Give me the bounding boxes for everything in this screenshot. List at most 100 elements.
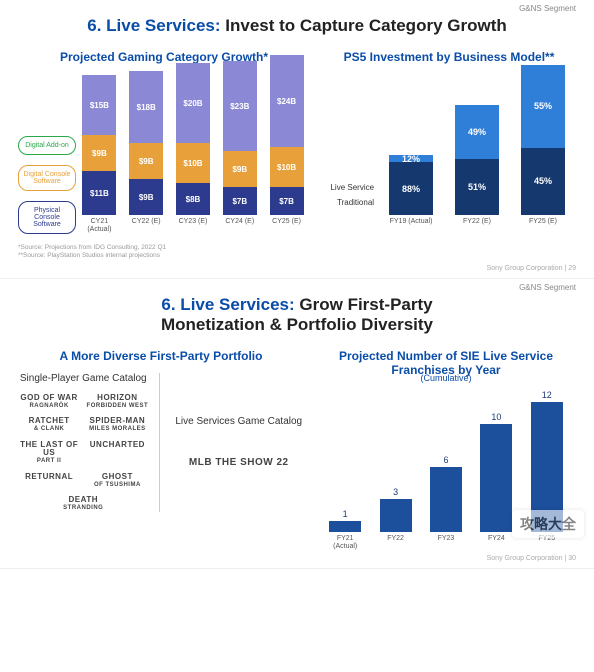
franchise-chart-subtitle: (Cumulative) [316,373,576,383]
franchise-bar: 6 [430,455,462,532]
bar-value: 1 [343,509,348,519]
x-label: FY22 [387,535,404,551]
game-logo: THE LAST OF USPART II [18,441,80,465]
growth-legend: Digital Add-on Digital Console Software Ph… [18,136,76,234]
source-2: **Source: PlayStation Studios internal p… [18,252,576,260]
bar-segment: 45% [521,148,565,216]
footnotes: *Source: Projections from IDG Consulting… [18,244,576,261]
growth-chart-panel: Projected Gaming Category Growth* Digita… [18,50,310,234]
investment-legend: Live Service Traditional [322,181,378,234]
x-label: FY25 (E) [529,218,557,234]
x-label: CY21(Actual) [87,218,111,234]
source-1: *Source: Projections from IDG Consulting… [18,244,576,252]
franchise-bar: 1 [329,509,361,532]
slide1-title: 6. Live Services: Invest to Capture Cate… [18,16,576,36]
investment-chart-title: PS5 Investment by Business Model** [322,50,576,64]
x-label: CY24 (E) [225,218,254,234]
bar-segment: 49% [455,105,499,159]
growth-bar: $8B$10B$20B [176,63,210,215]
franchise-bar: 10 [480,412,512,532]
bar-rect [480,424,512,532]
bar-segment: $9B [223,151,257,187]
title-text: Invest to Capture Category Growth [221,16,507,35]
game-logo: RETURNAL [18,473,80,488]
game-logo: UNCHARTED [86,441,148,465]
title-text-2: Monetization & Portfolio Diversity [161,315,433,334]
x-label: FY24 [488,535,505,551]
bar-segment: $20B [176,63,210,143]
legend-trad: Traditional [322,196,374,210]
x-label: CY23 (E) [179,218,208,234]
page-number: Sony Group Corporation | 29 [18,265,576,272]
bar-segment: $9B [129,179,163,215]
title-number: 6. Live Services: [87,16,220,35]
growth-chart-title: Projected Gaming Category Growth* [18,50,310,64]
investment-bar: 45%55% [521,65,565,215]
bar-rect [329,521,361,532]
growth-bar: $9B$9B$18B [129,71,163,215]
x-label: FY21(Actual) [333,535,357,551]
bar-value: 3 [393,487,398,497]
bar-value: 12 [542,390,552,400]
bar-value: 6 [443,455,448,465]
portfolio-title: A More Diverse First-Party Portfolio [18,349,304,363]
bar-segment: $23B [223,61,257,151]
bar-segment: $11B [82,171,116,215]
ls-heading: Live Services Game Catalog [175,416,302,427]
legend-pill: Physical Console Software [18,201,76,234]
growth-bar: $7B$9B$23B [223,61,257,215]
growth-bar: $11B$9B$15B [82,75,116,215]
bar-segment: $15B [82,75,116,135]
portfolio-panel: A More Diverse First-Party Portfolio Sin… [18,349,304,551]
segment-label: G&NS Segment [519,283,576,292]
bar-segment: 55% [521,65,565,148]
bar-segment: 51% [455,159,499,215]
growth-bar: $7B$10B$24B [270,55,304,215]
ls-logo: MLB THE SHOW 22 [175,457,302,468]
bar-rect [430,467,462,532]
watermark: 攻略大全 [512,510,584,538]
bar-segment: $7B [270,187,304,215]
x-label: FY19 (Actual) [390,218,433,234]
game-logo: GHOSTOF TSUSHIMA [86,473,148,488]
bar-rect [380,499,412,532]
single-player-col: Single-Player Game Catalog GOD OF WARRAG… [18,373,149,512]
investment-chart-panel: PS5 Investment by Business Model** Live … [322,50,576,234]
game-logo: GOD OF WARRAGNARÖK [18,394,80,409]
page-number: Sony Group Corporation | 30 [18,555,576,562]
bar-segment: $10B [176,143,210,183]
x-label: FY23 [438,535,455,551]
legend-live: Live Service [322,181,374,195]
x-label: CY22 (E) [132,218,161,234]
bar-segment: $9B [129,143,163,179]
slide2-title: 6. Live Services: Grow First-Party Monet… [18,295,576,335]
game-logo: RATCHET& CLANK [18,417,80,432]
bar-value: 10 [491,412,501,422]
bar-segment: $7B [223,187,257,215]
investment-bar: 88%12% [389,155,433,215]
investment-bar: 51%49% [455,105,499,215]
slide-2: G&NS Segment 6. Live Services: Grow Firs… [0,279,594,569]
bar-segment: $9B [82,135,116,171]
sp-logo-grid: GOD OF WARRAGNARÖK HORIZONFORBIDDEN WEST R… [18,394,149,512]
legend-pill: Digital Add-on [18,136,76,155]
growth-bars: $11B$9B$15BCY21(Actual)$9B$9B$18BCY22 (E… [76,74,310,234]
bar-segment: $8B [176,183,210,215]
live-services-col: Live Services Game Catalog MLB THE SHOW … [159,373,305,512]
segment-label: G&NS Segment [519,4,576,13]
title-number: 6. Live Services: [161,295,294,314]
x-label: FY22 (E) [463,218,491,234]
slide-1: G&NS Segment 6. Live Services: Invest to… [0,0,594,279]
bar-segment: $24B [270,55,304,147]
bar-segment: $10B [270,147,304,187]
bar-segment: 88% [389,162,433,215]
legend-pill: Digital Console Software [18,165,76,191]
game-logo: SPIDER-MANMILES MORALES [86,417,148,432]
game-logo: DEATHSTRANDING [18,496,149,511]
bar-segment: 12% [389,155,433,162]
investment-bars: 88%12%FY19 (Actual)51%49%FY22 (E)45%55%F… [378,74,576,234]
game-logo: HORIZONFORBIDDEN WEST [86,394,148,409]
x-label: CY25 (E) [272,218,301,234]
franchise-bar: 3 [380,487,412,532]
title-text-1: Grow First-Party [295,295,433,314]
